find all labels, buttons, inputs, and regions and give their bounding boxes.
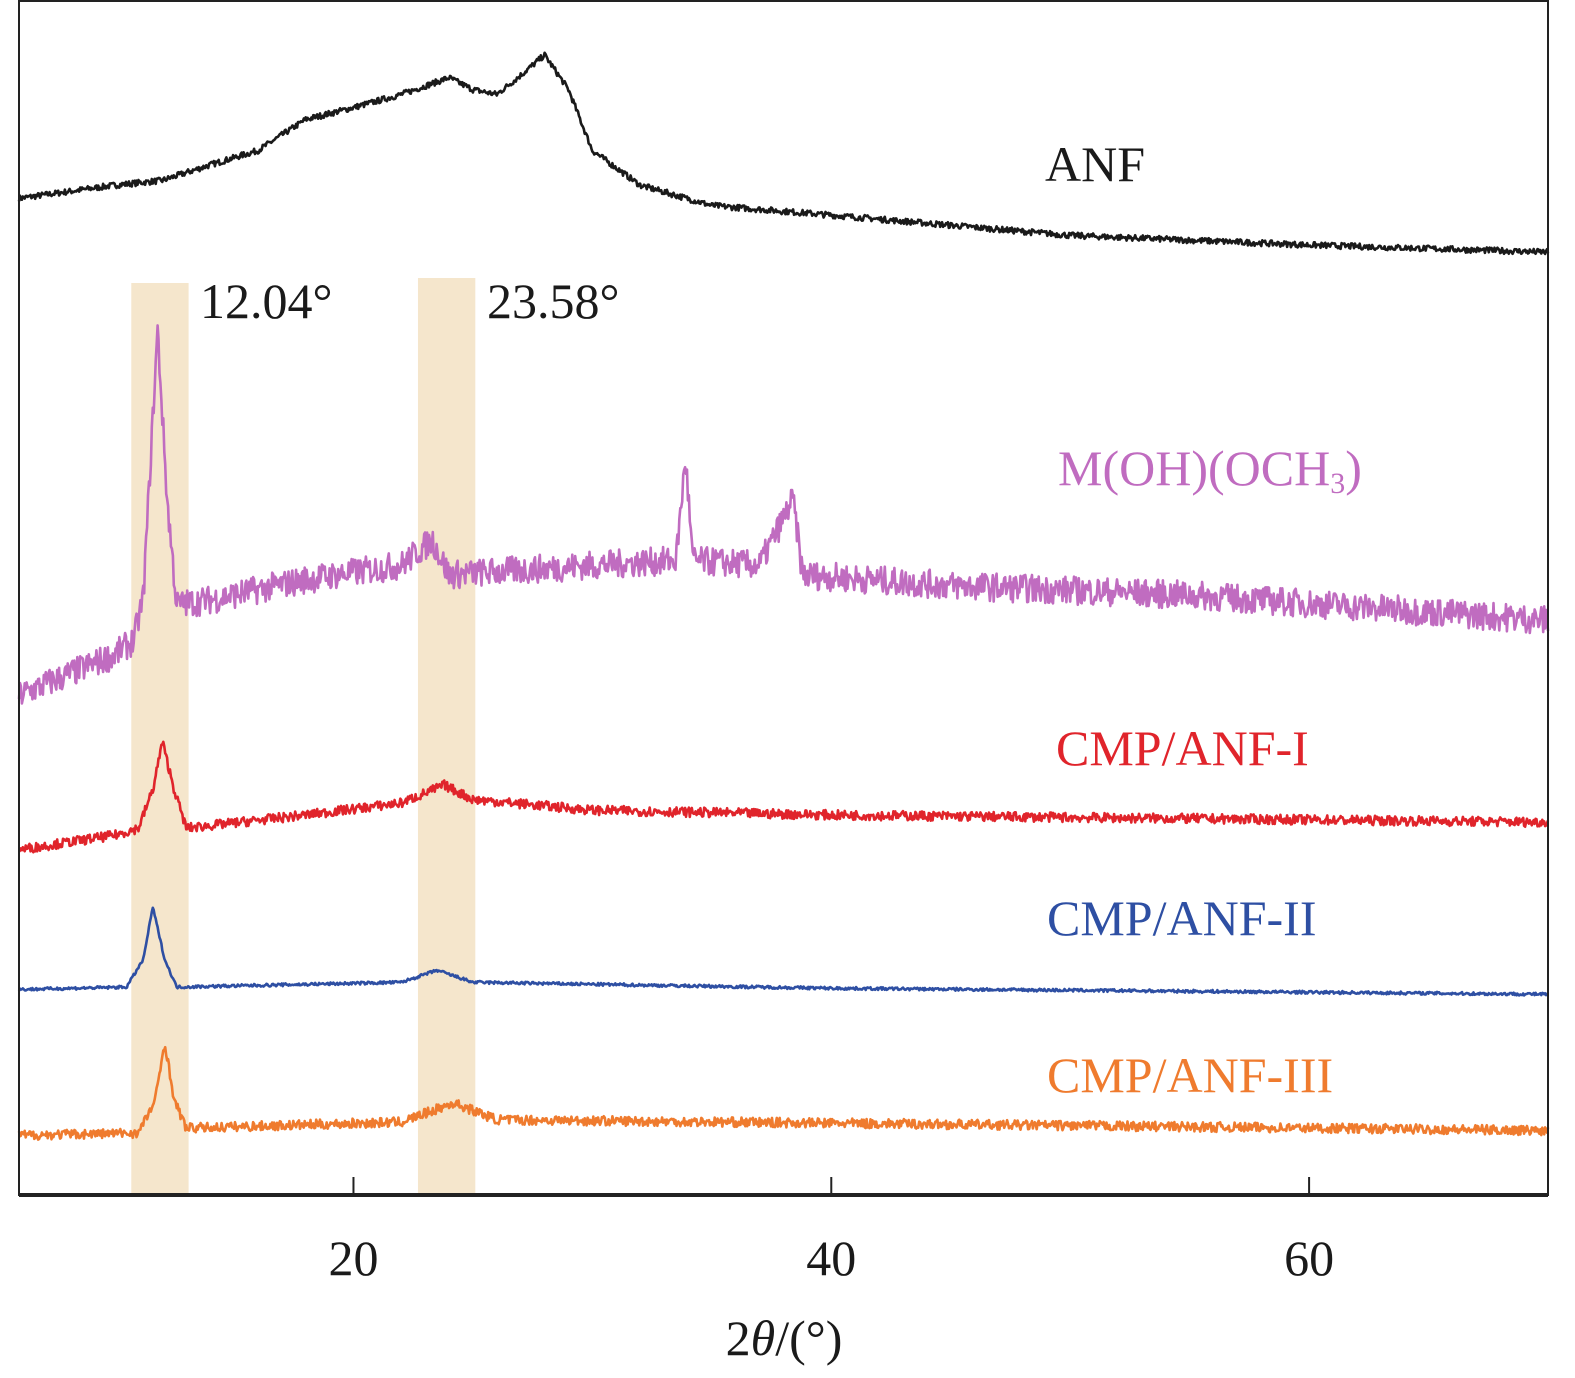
x-tick-label: 40: [806, 1230, 856, 1286]
legend-label-moh-sub: 3: [1330, 467, 1345, 500]
legend-label-moh: M(OH)(OCH3): [1058, 440, 1362, 500]
x-tick-label: 20: [328, 1230, 378, 1286]
band-label-1: 12.04°: [200, 273, 333, 329]
legend-label-cmp-anf-1: CMP/ANF-I: [1056, 720, 1309, 776]
highlight-band-2: [417, 278, 476, 1195]
series-line-cmp-anf-ii: [17, 906, 1549, 997]
x-axis-title-post: /(°): [775, 1310, 842, 1366]
x-axis-title-pre: 2: [726, 1310, 751, 1366]
series-line-cmp-anf-iii: [17, 1045, 1550, 1141]
highlight-band-1: [131, 283, 189, 1195]
legend-label-cmp-anf-2: CMP/ANF-II: [1047, 890, 1316, 946]
legend-label-moh-main: M(OH)(OCH: [1058, 440, 1330, 496]
legend-label-cmp-anf-3: CMP/ANF-III: [1047, 1047, 1333, 1103]
legend-label-moh-end: ): [1345, 440, 1362, 496]
series-line-anf: [17, 51, 1550, 256]
band-label-2: 23.58°: [487, 273, 620, 329]
x-tick-label: 60: [1284, 1230, 1334, 1286]
legend-label-anf: ANF: [1045, 136, 1145, 192]
series-line-cmp-anf-i: [18, 740, 1550, 854]
x-axis-title: 2θ/(°): [726, 1310, 843, 1366]
series-line-m-oh-och3-: [17, 324, 1550, 705]
x-axis-title-theta: θ: [751, 1310, 776, 1366]
